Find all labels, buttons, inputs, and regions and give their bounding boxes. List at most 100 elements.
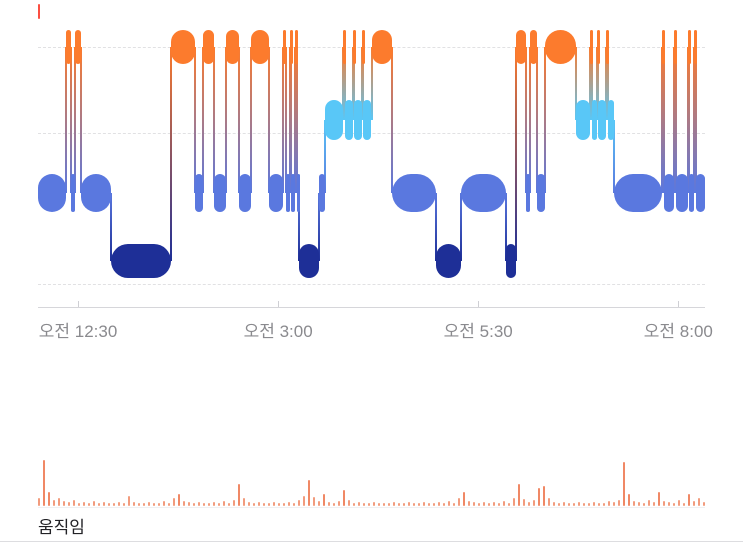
sleep-segment-awake — [251, 30, 269, 64]
movement-bar — [563, 502, 565, 506]
movement-chart[interactable] — [38, 458, 705, 506]
movement-bar — [588, 503, 590, 506]
movement-bar — [248, 502, 250, 506]
movement-bar — [608, 501, 610, 506]
stage-connector — [686, 47, 689, 193]
movement-bar — [333, 503, 335, 506]
movement-bar — [698, 498, 700, 506]
stage-connector — [294, 47, 297, 193]
movement-bar — [88, 503, 90, 506]
sleep-segment-core — [675, 174, 688, 212]
sleep-segment-rem — [591, 100, 597, 140]
movement-bar — [43, 460, 45, 506]
time-axis-label: 오전 8:00 — [643, 322, 713, 341]
movement-bar — [208, 503, 210, 506]
movement-bar — [118, 502, 120, 506]
sleep-segment-awake — [371, 30, 392, 64]
movement-bar — [433, 503, 435, 506]
time-axis-line — [38, 307, 705, 308]
movement-bar — [398, 503, 400, 506]
movement-bar — [278, 503, 280, 506]
stage-connector — [535, 47, 538, 193]
movement-bar — [328, 502, 330, 506]
movement-bar — [453, 503, 455, 506]
movement-bar — [488, 503, 490, 506]
movement-bar — [643, 503, 645, 506]
sleep-segment-core — [268, 174, 284, 212]
sleep-segment-core — [291, 174, 296, 212]
stage-connector — [434, 193, 437, 261]
movement-bar — [233, 500, 235, 506]
movement-bar — [523, 499, 525, 506]
movement-bar — [273, 502, 275, 506]
movement-bar — [348, 500, 350, 506]
sleep-segment-awake — [694, 30, 698, 64]
sleep-segment-core — [38, 174, 66, 212]
movement-bar — [173, 498, 175, 506]
movement-bar — [413, 503, 415, 506]
sleep-segment-awake — [343, 30, 347, 64]
stage-connector — [238, 47, 241, 193]
movement-bar — [498, 503, 500, 506]
movement-bar — [573, 503, 575, 506]
sleep-segment-awake — [362, 30, 366, 64]
movement-bar — [448, 501, 450, 506]
stage-connector — [605, 47, 608, 120]
movement-bar — [528, 502, 530, 506]
stage-connector — [505, 193, 508, 261]
stage-connector — [693, 47, 696, 193]
sleep-segment-core — [214, 174, 227, 212]
sleep-segment-core — [460, 174, 507, 212]
movement-bar — [378, 503, 380, 506]
sleep-segment-core — [695, 174, 705, 212]
sleep-segment-awake — [203, 30, 215, 64]
sleep-segment-core — [526, 174, 531, 212]
movement-bar — [463, 492, 465, 506]
movement-bar — [343, 490, 345, 506]
stage-connector — [213, 47, 216, 193]
stage-connector — [361, 47, 364, 120]
movement-bar — [308, 480, 310, 506]
movement-bar — [373, 502, 375, 506]
sleep-segment-awake — [283, 30, 287, 64]
movement-bar — [408, 502, 410, 506]
sleep-segment-awake — [515, 30, 527, 64]
stage-connector — [342, 47, 345, 120]
movement-bar — [648, 500, 650, 506]
movement-bar — [363, 503, 365, 506]
movement-bar — [253, 503, 255, 506]
movement-bar — [58, 498, 60, 506]
stage-connector — [290, 47, 293, 193]
movement-bar — [693, 501, 695, 506]
sleep-stages-chart[interactable] — [38, 28, 705, 285]
sleep-segment-deep — [435, 244, 461, 278]
movement-bar — [168, 503, 170, 506]
sleep-segment-core — [614, 174, 663, 212]
movement-bar — [473, 502, 475, 506]
sleep-segment-core — [239, 174, 252, 212]
axis-tick — [78, 301, 80, 307]
sleep-segment-rem — [324, 100, 344, 140]
sleep-segment-core — [71, 174, 76, 212]
axis-tick — [278, 301, 280, 307]
stage-connector — [250, 47, 253, 193]
stage-connector — [70, 47, 73, 193]
movement-bar — [578, 502, 580, 506]
movement-bar — [108, 503, 110, 506]
section-separator — [0, 541, 743, 542]
stage-connector — [353, 47, 356, 120]
gridline — [38, 284, 705, 285]
movement-bar — [653, 502, 655, 506]
movement-bar — [218, 503, 220, 506]
movement-bar — [423, 502, 425, 506]
movement-bar — [393, 502, 395, 506]
stage-connector — [323, 120, 326, 193]
movement-bar — [238, 484, 240, 506]
movement-bar — [53, 500, 55, 506]
movement-bar — [198, 502, 200, 506]
stage-connector — [351, 47, 354, 120]
time-axis-label: 오전 3:00 — [243, 322, 313, 341]
axis-tick — [678, 301, 680, 307]
sleep-segment-awake — [295, 30, 299, 64]
movement-bar — [263, 503, 265, 506]
